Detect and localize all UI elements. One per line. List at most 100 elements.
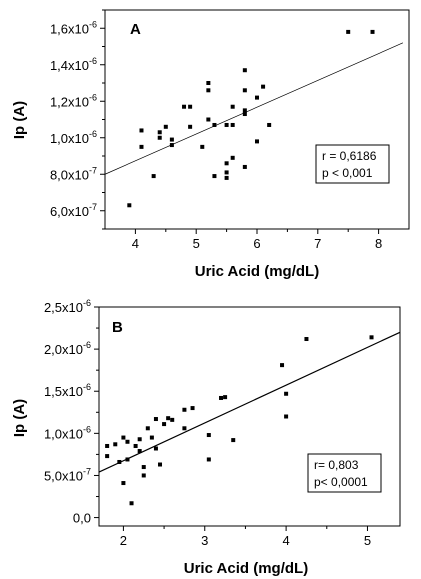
x-tick-label: 8 [375, 236, 382, 251]
data-point [261, 84, 266, 89]
data-point [137, 449, 142, 454]
data-point [121, 435, 126, 440]
data-point [182, 104, 187, 109]
data-point [230, 155, 235, 160]
x-tick-label: 2 [120, 533, 127, 548]
x-ticks: 4 5 6 7 8 [132, 229, 382, 251]
x-axis-title: Uric Acid (mg/dL) [184, 560, 308, 577]
y-tick-label: 1,4x10-6 [50, 56, 97, 73]
data-point [219, 395, 224, 400]
data-point [255, 95, 259, 100]
data-point [224, 161, 229, 166]
data-point [113, 442, 118, 447]
data-point [223, 395, 228, 400]
fit-line [98, 331, 401, 473]
y-ticks: 0,0 5,0x10-7 1,0x10-6 1,5x10-6 2,0x10-6 2,5x1… [44, 298, 99, 526]
data-point [267, 122, 272, 127]
y-ticks: 6,0x10-7 8,0x10-7 1,0x10-6 1,2x10-6 1,4x10-6… [50, 9, 105, 230]
y-tick-label: 1,6x10-6 [50, 19, 97, 36]
data-point [182, 407, 187, 412]
data-point [346, 29, 351, 34]
x-tick-label: 5 [364, 533, 371, 548]
data-point [105, 454, 110, 459]
y-tick-label: 1,5x10-6 [44, 382, 91, 399]
data-point [153, 446, 158, 451]
data-point [188, 124, 193, 129]
stat-p: p < 0,001 [322, 166, 373, 180]
data-point [190, 406, 195, 411]
data-point [141, 465, 146, 470]
x-tick-label: 3 [201, 533, 208, 548]
data-point [284, 391, 289, 396]
x-tick-label: 6 [253, 236, 260, 251]
data-point [242, 164, 247, 169]
x-axis-title: Uric Acid (mg/dL) [195, 263, 319, 280]
y-tick-label: 2,5x10-6 [44, 298, 91, 315]
panel-label: A [130, 21, 141, 38]
data-point [133, 443, 138, 448]
y-tick-label: 8,0x10-7 [50, 165, 97, 182]
data-point [224, 175, 229, 180]
data-point [206, 457, 211, 462]
data-point [153, 417, 158, 422]
data-point [145, 426, 150, 431]
data-point [158, 462, 163, 467]
y-tick-label: 0,0 [73, 511, 91, 526]
data-point [139, 144, 144, 149]
data-point [224, 170, 229, 175]
y-tick-label: 1,0x10-6 [44, 424, 91, 441]
stat-r: r= 0,803 [314, 458, 359, 472]
data-point [151, 174, 156, 179]
data-point [231, 438, 236, 443]
data-point [212, 122, 217, 127]
data-point [206, 81, 211, 85]
panel-label: B [112, 319, 123, 336]
data-point [370, 29, 375, 34]
data-point [200, 144, 205, 149]
data-point [157, 130, 162, 135]
data-point [127, 203, 132, 208]
x-tick-label: 4 [282, 533, 289, 548]
data-point [141, 473, 146, 478]
data-point [230, 122, 235, 127]
data-point [255, 139, 259, 144]
data-point [242, 108, 247, 113]
data-point [137, 437, 142, 442]
data-point [230, 104, 235, 109]
data-point [242, 112, 247, 117]
data-point [169, 137, 174, 142]
data-point [242, 68, 247, 73]
x-tick-label: 5 [193, 236, 200, 251]
data-point [105, 443, 110, 448]
data-point [125, 457, 130, 462]
data-point [212, 174, 217, 179]
data-point [169, 143, 174, 148]
stat-box [315, 144, 390, 184]
data-point [369, 335, 374, 340]
data-point [284, 414, 289, 419]
y-tick-label: 1,0x10-6 [50, 129, 97, 146]
data-point [224, 122, 229, 127]
x-tick-label: 7 [314, 236, 321, 251]
fit-line [104, 42, 404, 175]
data-point [182, 426, 187, 431]
plot-frame [104, 9, 410, 230]
data-point [157, 135, 162, 140]
data-point [163, 124, 168, 129]
panel-a: A Ip (A) Uric Acid (mg/dL) 4 5 6 7 8 6,0x10-… [11, 9, 410, 280]
data-point [170, 417, 175, 422]
x-ticks: 2 3 4 5 [120, 526, 371, 548]
stat-r: r = 0,6186 [322, 149, 377, 163]
data-point [121, 481, 126, 486]
data-point [166, 416, 171, 421]
data-point [206, 433, 211, 438]
data-points [127, 29, 375, 208]
data-point [280, 363, 285, 368]
data-point [206, 117, 211, 122]
y-tick-label: 5,0x10-7 [44, 466, 91, 483]
y-tick-label: 1,2x10-6 [50, 92, 97, 109]
data-point [125, 439, 130, 444]
panel-b: B Ip (A) Uric Acid (mg/dL) 2 3 4 5 0,0 5,0x1… [11, 298, 401, 577]
x-tick-label: 4 [132, 236, 139, 251]
